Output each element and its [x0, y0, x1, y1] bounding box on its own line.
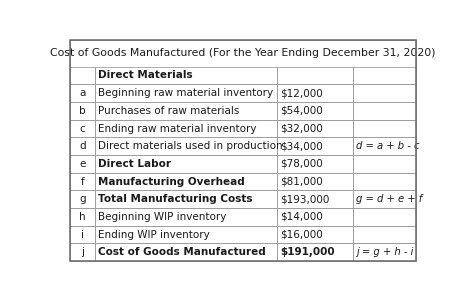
Bar [70, 120, 95, 137]
Bar [70, 173, 95, 190]
Bar [354, 208, 416, 226]
Bar [95, 244, 277, 261]
Text: Beginning raw material inventory: Beginning raw material inventory [98, 88, 273, 98]
Bar [70, 84, 416, 102]
Text: Total Manufacturing Costs: Total Manufacturing Costs [98, 194, 252, 204]
Bar [95, 190, 277, 208]
Text: Ending raw material inventory: Ending raw material inventory [98, 123, 256, 133]
Bar [70, 137, 95, 155]
Bar [277, 208, 354, 226]
Bar [70, 208, 416, 226]
Bar [95, 208, 277, 226]
Bar [70, 67, 416, 84]
Text: $34,000: $34,000 [280, 141, 323, 151]
Text: $32,000: $32,000 [280, 123, 323, 133]
Bar [354, 67, 416, 84]
Text: g = d + e + f: g = d + e + f [356, 194, 422, 204]
Text: d: d [79, 141, 86, 151]
Bar [95, 226, 277, 244]
Bar [70, 120, 416, 137]
Text: Direct materials used in production: Direct materials used in production [98, 141, 283, 151]
Bar [277, 155, 354, 173]
Bar [277, 120, 354, 137]
Bar [70, 155, 95, 173]
Text: $54,000: $54,000 [280, 106, 323, 116]
Bar [354, 190, 416, 208]
Bar [354, 102, 416, 120]
Text: j = g + h - i: j = g + h - i [356, 247, 413, 257]
Text: Cost of Goods Manufactured: Cost of Goods Manufactured [98, 247, 265, 257]
Bar [70, 173, 416, 190]
Bar [70, 244, 416, 261]
Bar [277, 137, 354, 155]
Text: a: a [80, 88, 86, 98]
Bar [354, 173, 416, 190]
Text: $14,000: $14,000 [280, 212, 323, 222]
Bar [277, 84, 354, 102]
Text: Direct Labor: Direct Labor [98, 159, 171, 169]
Text: Ending WIP inventory: Ending WIP inventory [98, 230, 210, 240]
Bar [354, 226, 416, 244]
Bar [354, 120, 416, 137]
Bar [354, 137, 416, 155]
Bar [70, 137, 416, 155]
Text: c: c [80, 123, 86, 133]
Text: h: h [79, 212, 86, 222]
Bar [95, 102, 277, 120]
Bar [70, 40, 416, 67]
Bar [70, 102, 95, 120]
Bar [95, 67, 277, 84]
Bar [95, 155, 277, 173]
Text: $191,000: $191,000 [280, 247, 335, 257]
Bar [70, 102, 416, 120]
Bar [70, 226, 95, 244]
Bar [354, 244, 416, 261]
Text: g: g [79, 194, 86, 204]
Bar [70, 190, 95, 208]
Text: Direct Materials: Direct Materials [98, 70, 192, 81]
Text: $193,000: $193,000 [280, 194, 329, 204]
Bar [70, 226, 416, 244]
Bar [70, 84, 95, 102]
Text: b: b [79, 106, 86, 116]
Bar [277, 226, 354, 244]
Bar [95, 137, 277, 155]
Bar [354, 155, 416, 173]
Bar [354, 84, 416, 102]
Text: $12,000: $12,000 [280, 88, 323, 98]
Bar [95, 120, 277, 137]
Text: $81,000: $81,000 [280, 177, 323, 186]
Text: j: j [81, 247, 84, 257]
Bar [277, 190, 354, 208]
Text: Cost of Goods Manufactured (For the Year Ending December 31, 2020): Cost of Goods Manufactured (For the Year… [50, 48, 436, 58]
Bar [70, 67, 95, 84]
Text: i: i [81, 230, 84, 240]
Bar [70, 155, 416, 173]
Bar [95, 84, 277, 102]
Bar [70, 190, 416, 208]
Text: d = a + b - c: d = a + b - c [356, 141, 419, 151]
Text: f: f [81, 177, 84, 186]
Bar [277, 102, 354, 120]
Text: Manufacturing Overhead: Manufacturing Overhead [98, 177, 245, 186]
Text: $16,000: $16,000 [280, 230, 323, 240]
Text: Beginning WIP inventory: Beginning WIP inventory [98, 212, 226, 222]
Bar [277, 244, 354, 261]
Bar [70, 208, 95, 226]
Bar [70, 244, 95, 261]
Bar [277, 173, 354, 190]
Bar [277, 67, 354, 84]
Bar [95, 173, 277, 190]
Text: e: e [80, 159, 86, 169]
Text: $78,000: $78,000 [280, 159, 323, 169]
Text: Purchases of raw materials: Purchases of raw materials [98, 106, 239, 116]
